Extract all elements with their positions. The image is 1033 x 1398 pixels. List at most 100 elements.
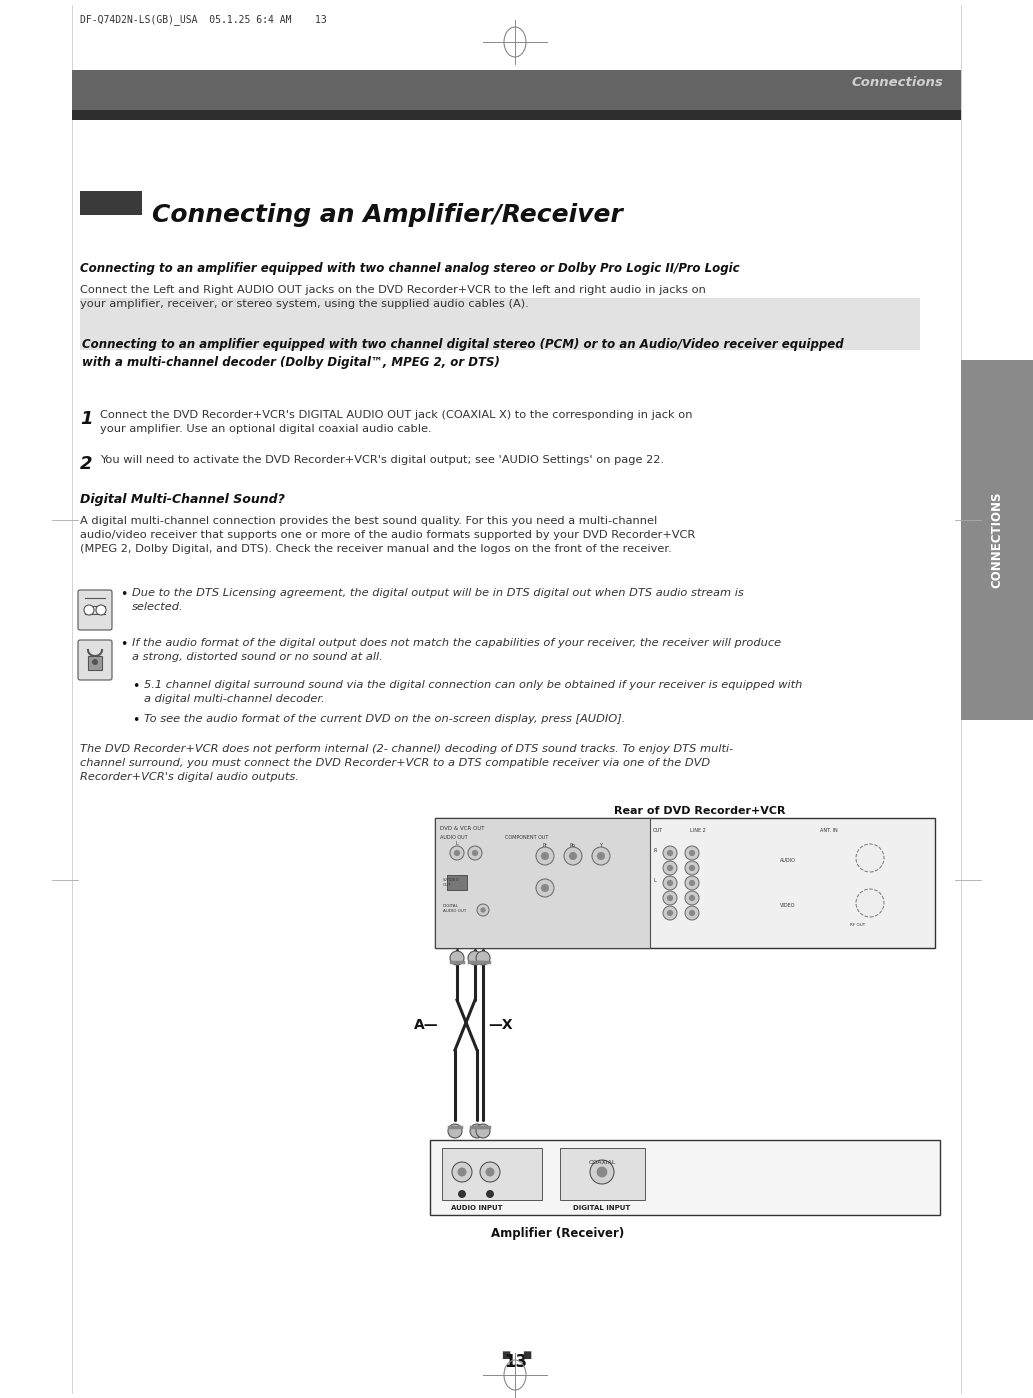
Text: RF OUT: RF OUT [850, 923, 866, 927]
Circle shape [667, 850, 674, 856]
Text: —X: —X [488, 1018, 512, 1032]
Circle shape [470, 1124, 484, 1138]
Text: DIGITAL
AUDIO OUT: DIGITAL AUDIO OUT [443, 905, 466, 913]
Text: The DVD Recorder+VCR does not perform internal (2- channel) decoding of DTS soun: The DVD Recorder+VCR does not perform in… [80, 744, 733, 781]
Circle shape [476, 1124, 490, 1138]
Circle shape [667, 879, 674, 886]
Bar [961, 361, 1033, 720]
Text: 2: 2 [80, 454, 93, 473]
Text: L: L [653, 878, 656, 884]
Circle shape [689, 895, 695, 902]
Bar [72, 110, 961, 120]
Circle shape [856, 844, 884, 872]
Text: Connect the DVD Recorder+VCR's DIGITAL AUDIO OUT jack (COAXIAL X) to the corresp: Connect the DVD Recorder+VCR's DIGITAL A… [100, 410, 692, 433]
Circle shape [685, 846, 699, 860]
Circle shape [689, 850, 695, 856]
Circle shape [486, 1167, 495, 1177]
Text: Pb: Pb [570, 843, 576, 849]
Circle shape [452, 1162, 472, 1181]
Circle shape [597, 1166, 607, 1177]
Text: AUDIO INPUT: AUDIO INPUT [451, 1205, 503, 1211]
Bar [442, 1148, 542, 1199]
Circle shape [685, 861, 699, 875]
Circle shape [663, 906, 677, 920]
Circle shape [84, 605, 94, 615]
Text: Pr: Pr [542, 843, 547, 849]
Circle shape [536, 847, 554, 865]
Text: Digital Multi-Channel Sound?: Digital Multi-Channel Sound? [80, 493, 285, 506]
Circle shape [480, 907, 486, 913]
Text: DF-Q74D2N-LS(GB)_USA  05.1.25 6:4 AM    13: DF-Q74D2N-LS(GB)_USA 05.1.25 6:4 AM 13 [80, 14, 326, 25]
Text: S-VIDEO
OUT: S-VIDEO OUT [443, 878, 460, 886]
Text: Due to the DTS Licensing agreement, the digital output will be in DTS digital ou: Due to the DTS Licensing agreement, the … [132, 589, 744, 612]
Text: To see the audio format of the current DVD on the on-screen display, press [AUDI: To see the audio format of the current D… [144, 714, 625, 724]
Circle shape [667, 910, 674, 916]
Circle shape [486, 1190, 494, 1198]
Text: COMPONENT OUT: COMPONENT OUT [505, 835, 549, 840]
Circle shape [597, 851, 605, 860]
Circle shape [590, 1160, 614, 1184]
Circle shape [564, 847, 582, 865]
Text: ■: ■ [522, 1350, 531, 1360]
Circle shape [450, 846, 464, 860]
Circle shape [685, 906, 699, 920]
Text: Amplifier (Receiver): Amplifier (Receiver) [491, 1227, 624, 1240]
Circle shape [476, 951, 490, 965]
Text: A digital multi-channel connection provides the best sound quality. For this you: A digital multi-channel connection provi… [80, 516, 695, 554]
Text: R: R [653, 849, 656, 853]
Text: If the audio format of the digital output does not match the capabilities of you: If the audio format of the digital outpu… [132, 637, 781, 663]
Circle shape [663, 861, 677, 875]
Bar [435, 818, 650, 948]
Bar [430, 1139, 940, 1215]
Circle shape [685, 877, 699, 891]
Text: CONNECTIONS: CONNECTIONS [991, 492, 1003, 589]
Circle shape [536, 879, 554, 898]
Circle shape [480, 1162, 500, 1181]
Circle shape [689, 879, 695, 886]
FancyBboxPatch shape [79, 640, 112, 679]
Text: •: • [132, 714, 139, 727]
Text: •: • [120, 589, 127, 601]
Text: Rear of DVD Recorder+VCR: Rear of DVD Recorder+VCR [615, 807, 786, 816]
Text: 13: 13 [504, 1353, 528, 1371]
Circle shape [663, 891, 677, 905]
Circle shape [92, 658, 98, 665]
Bar [88, 656, 102, 670]
Text: 5.1 channel digital surround sound via the digital connection can only be obtain: 5.1 channel digital surround sound via t… [144, 679, 803, 705]
Circle shape [663, 877, 677, 891]
Circle shape [458, 1190, 466, 1198]
Text: ■: ■ [501, 1350, 510, 1360]
Circle shape [667, 865, 674, 871]
Circle shape [468, 951, 482, 965]
Text: •: • [132, 679, 139, 693]
Circle shape [569, 851, 577, 860]
Circle shape [96, 605, 106, 615]
Circle shape [468, 846, 482, 860]
Text: Connections: Connections [851, 75, 943, 88]
Circle shape [472, 850, 478, 856]
Circle shape [448, 1124, 462, 1138]
Text: LINE 2: LINE 2 [690, 828, 706, 833]
Text: DVD & VCR OUT: DVD & VCR OUT [440, 826, 484, 830]
Bar [447, 875, 467, 891]
Circle shape [450, 951, 464, 965]
FancyBboxPatch shape [79, 590, 112, 630]
Text: Connecting to an amplifier equipped with two channel digital stereo (PCM) or to : Connecting to an amplifier equipped with… [82, 338, 844, 369]
Text: ANT. IN: ANT. IN [820, 828, 838, 833]
Text: Connecting an Amplifier/Receiver: Connecting an Amplifier/Receiver [152, 203, 623, 226]
Text: •: • [120, 637, 127, 651]
Circle shape [663, 846, 677, 860]
Text: You will need to activate the DVD Recorder+VCR's digital output; see 'AUDIO Sett: You will need to activate the DVD Record… [100, 454, 664, 466]
Bar [72, 70, 961, 120]
Circle shape [453, 850, 460, 856]
Text: Connect the Left and Right AUDIO OUT jacks on the DVD Recorder+VCR to the left a: Connect the Left and Right AUDIO OUT jac… [80, 285, 706, 309]
Circle shape [541, 851, 550, 860]
Text: VIDEO: VIDEO [780, 903, 795, 907]
Circle shape [685, 891, 699, 905]
Text: AUDIO OUT: AUDIO OUT [440, 835, 468, 840]
Circle shape [689, 865, 695, 871]
Bar [80, 192, 142, 215]
Text: COAXIAL: COAXIAL [589, 1160, 616, 1165]
Text: DIGITAL INPUT: DIGITAL INPUT [573, 1205, 631, 1211]
Text: A—: A— [414, 1018, 439, 1032]
